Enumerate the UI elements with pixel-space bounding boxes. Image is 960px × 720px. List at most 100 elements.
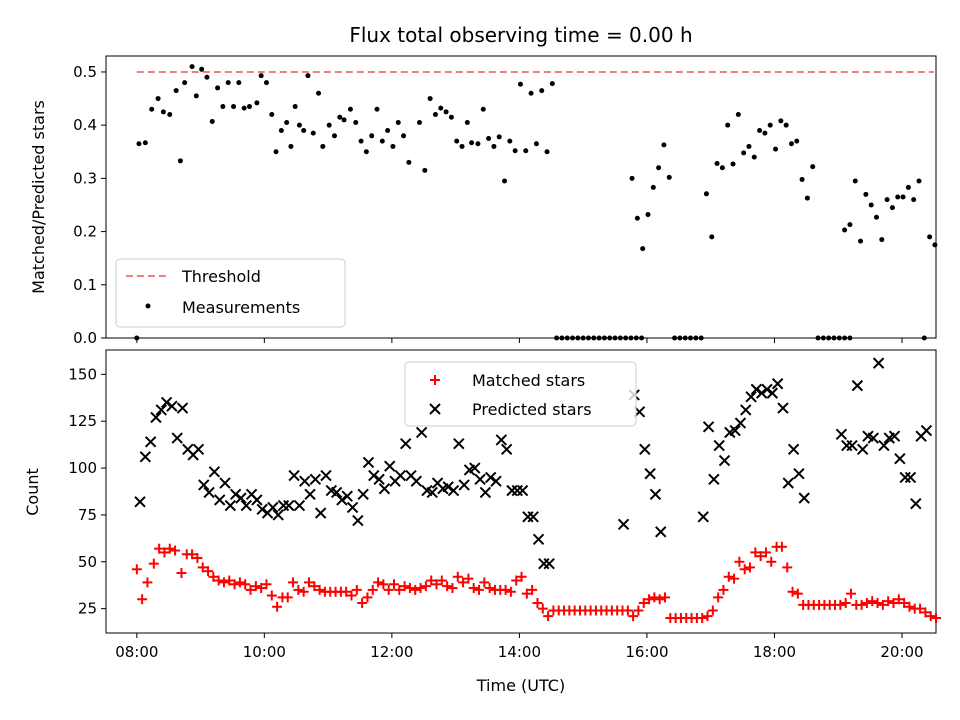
predicted-star-point (267, 501, 279, 514)
predicted-star-point (910, 497, 922, 510)
matched-star-point (272, 601, 283, 612)
measurement-point (916, 178, 922, 184)
predicted-star-point (415, 426, 428, 439)
bottom-y-tick-label: 25 (78, 600, 97, 618)
predicted-star-point (283, 499, 295, 512)
top-y-tick-label: 0.0 (73, 329, 97, 347)
measurement-point (369, 133, 375, 139)
measurement-point (401, 133, 407, 139)
measurement-point (836, 335, 842, 341)
matched-star-point (256, 583, 267, 594)
measurement-point (204, 74, 210, 80)
measurement-point (932, 242, 938, 248)
matched-star-point (505, 586, 516, 597)
measurement-point (900, 194, 906, 200)
measurement-point (873, 214, 879, 220)
matched-star-point (351, 584, 362, 595)
matched-star-point (426, 575, 437, 586)
matched-star-point (776, 541, 787, 552)
predicted-star-point (851, 379, 864, 392)
legend-measurements-swatch (145, 303, 151, 309)
predicted-star-point (224, 499, 237, 512)
matched-star-point (142, 577, 153, 588)
measurement-point (693, 335, 699, 341)
measurement-point (173, 88, 179, 94)
predicted-star-point (872, 357, 885, 369)
predicted-star-point (846, 439, 858, 452)
predicted-star-point (617, 518, 630, 531)
measurement-point (831, 335, 837, 341)
measurement-point (363, 149, 369, 155)
matched-star-point (861, 598, 872, 609)
measurement-point (269, 112, 275, 118)
measurement-point (607, 335, 613, 341)
predicted-star-point (453, 438, 465, 450)
measurement-point (580, 335, 586, 341)
predicted-star-point (166, 400, 178, 412)
matched-star-point (734, 556, 745, 567)
measurement-point (406, 159, 412, 165)
matched-star-point (250, 581, 261, 592)
predicted-star-point (756, 387, 768, 399)
matched-star-point (378, 579, 389, 590)
measurement-point (193, 93, 199, 99)
measurement-point (448, 114, 454, 120)
matched-star-point (697, 613, 708, 624)
predicted-star-point (235, 492, 247, 504)
predicted-star-point (867, 432, 880, 444)
measurement-point (858, 238, 864, 244)
matched-star-point (888, 598, 899, 609)
matched-star-point (707, 605, 718, 616)
measurement-point (927, 234, 933, 240)
x-tick-label: 16:00 (625, 643, 668, 661)
measurement-point (199, 66, 205, 72)
matched-star-point (931, 613, 941, 624)
matched-star-point (431, 579, 442, 590)
matched-star-point (745, 562, 756, 573)
measurement-point (852, 178, 858, 184)
predicted-star-point (208, 466, 221, 478)
measurement-point (895, 194, 901, 200)
matched-star-point (872, 598, 883, 609)
measurement-point (815, 335, 821, 341)
top-y-tick-label: 0.5 (73, 63, 97, 81)
predicted-star-point (293, 499, 306, 512)
measurement-point (585, 335, 591, 341)
matched-star-point (468, 583, 479, 594)
measurement-point (757, 127, 763, 133)
predicted-star-point (144, 436, 157, 448)
matched-star-point (154, 543, 165, 554)
matched-star-point (856, 599, 867, 610)
matched-star-point (713, 592, 724, 603)
predicted-star-point (229, 488, 242, 501)
matched-star-point (633, 605, 644, 616)
predicted-star-point (734, 417, 747, 429)
matched-star-point (511, 575, 522, 586)
predicted-star-point (835, 428, 848, 441)
measurement-point (762, 130, 768, 136)
matched-star-point (654, 594, 665, 605)
bottom-y-tick-label: 125 (68, 412, 97, 430)
predicted-star-point (543, 557, 555, 570)
measurement-point (719, 165, 725, 171)
measurement-point (645, 212, 651, 218)
predicted-star-point (171, 432, 183, 444)
measurement-point (794, 138, 800, 144)
measurement-point (549, 81, 555, 87)
predicted-star-point (176, 402, 189, 414)
predicted-star-point (219, 477, 231, 489)
measurement-point (656, 165, 662, 171)
matched-star-point (240, 579, 251, 590)
predicted-star-point (649, 488, 662, 501)
measurement-point (459, 143, 465, 149)
measurement-point (863, 191, 869, 197)
matched-star-point (314, 584, 325, 595)
predicted-star-point (538, 557, 550, 570)
measurement-point (591, 335, 597, 341)
predicted-star-point (352, 514, 364, 527)
bottom-y-tick-label: 150 (68, 365, 97, 383)
measurement-point (661, 142, 667, 148)
matched-star-point (266, 590, 277, 601)
legend-threshold-label: Threshold (181, 267, 261, 286)
predicted-star-point (888, 430, 901, 442)
